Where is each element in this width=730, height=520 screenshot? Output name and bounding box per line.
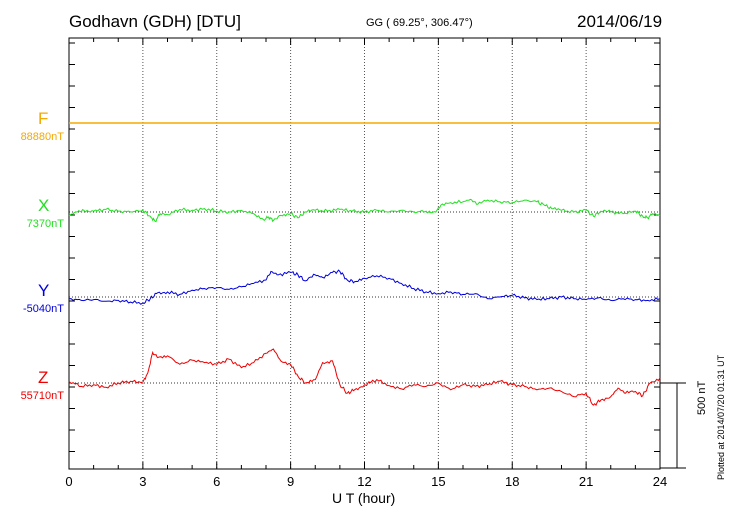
trace-z: [68, 348, 661, 406]
trace-y: [68, 269, 661, 305]
component-label-x: X: [38, 196, 50, 215]
component-label-y: Y: [38, 281, 50, 300]
baseline-value-z: 55710nT: [20, 390, 64, 402]
trace-x: [68, 198, 661, 223]
station-coordinates: GG ( 69.25°, 306.47°): [366, 17, 473, 29]
baseline-value-y: -5040nT: [23, 303, 64, 315]
plot-date: 2014/06/19: [577, 12, 663, 31]
station-title: Godhavn (GDH) [DTU]: [69, 12, 241, 31]
grid-lines: [142, 38, 587, 469]
component-label-f: F: [38, 109, 49, 128]
x-tick-label-3: 3: [139, 474, 147, 489]
axis-ticks: [68, 38, 661, 469]
x-tick-label-12: 12: [357, 474, 372, 489]
component-label-z: Z: [38, 368, 49, 387]
baseline-value-x: 7370nT: [26, 218, 64, 230]
x-tick-label-21: 21: [578, 474, 594, 489]
x-tick-label-9: 9: [287, 474, 295, 489]
scale-bar-label: 500 nT: [696, 380, 708, 415]
x-tick-label-6: 6: [213, 474, 221, 489]
x-tick-label-0: 0: [65, 474, 73, 489]
component-traces: [68, 122, 661, 406]
plotted-timestamp: Plotted at 2014/07/20 01:31 UT: [716, 354, 726, 480]
baseline-value-f: 88880nT: [20, 131, 64, 143]
x-axis-label: U T (hour): [332, 490, 396, 506]
x-tick-label-18: 18: [505, 474, 520, 489]
x-tick-label-15: 15: [431, 474, 446, 489]
x-tick-label-24: 24: [652, 474, 668, 489]
scale-bar: [660, 382, 686, 469]
